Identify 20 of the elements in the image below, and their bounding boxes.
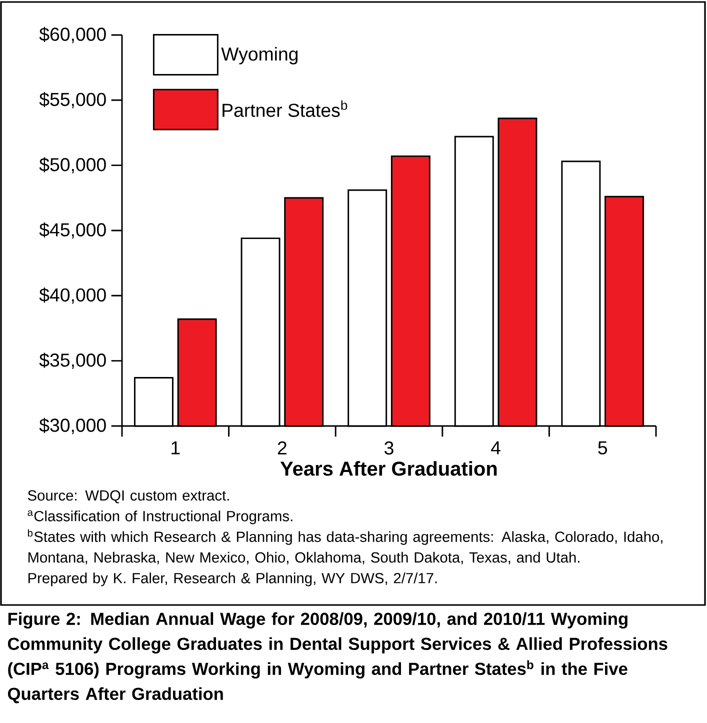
y-tick-label: $35,000	[39, 352, 106, 369]
x-tick-label: 3	[384, 441, 394, 455]
legend-label: Wyoming	[221, 46, 298, 64]
y-tick-label: $45,000	[39, 222, 106, 239]
source-note: Source: WDQI custom extract.	[28, 490, 229, 504]
x-tick-label: 5	[598, 441, 608, 454]
legend-label: Partner States$^{b}$	[222, 100, 348, 117]
y-tick-label: $40,000	[39, 288, 106, 304]
x-tick-label: 1	[172, 441, 180, 454]
x-tick-label: 4	[491, 441, 500, 454]
text: $^{a}$Classification of Instructional Programs.	[28, 510, 292, 524]
y-tick-label: $60,000	[39, 26, 106, 44]
y-tick-label: $30,000	[39, 418, 106, 434]
x-tick-label: 2	[278, 441, 286, 454]
y-tick-label: $50,000	[39, 157, 106, 174]
y-tick-label: $55,000	[39, 92, 106, 108]
text: Prepared by K. Faler, Research & Planning, WY DWS, 2/7/17.	[28, 572, 437, 586]
x-axis-title: Years After Graduation	[280, 461, 497, 476]
text: $^{b}$States with which Research & Planning has data-sharing agreements: Alaska, Colorado, Idaho, Montana, Nebraska, New Mexico, Ohio, Oklahoma, South Dakota, Texas, and Utah.	[28, 529, 662, 564]
chart-title: Figure 2: Median Annual Wage for 2008/09, 2009/10, and 2010/11 Wyoming Community College Graduates in Dental Support Services & Allied Professions (CIP$^{a}$ 5106) Programs Working in Wyoming and Partner States$^{b}$ in the Five Quarters After Graduation	[8, 612, 668, 704]
